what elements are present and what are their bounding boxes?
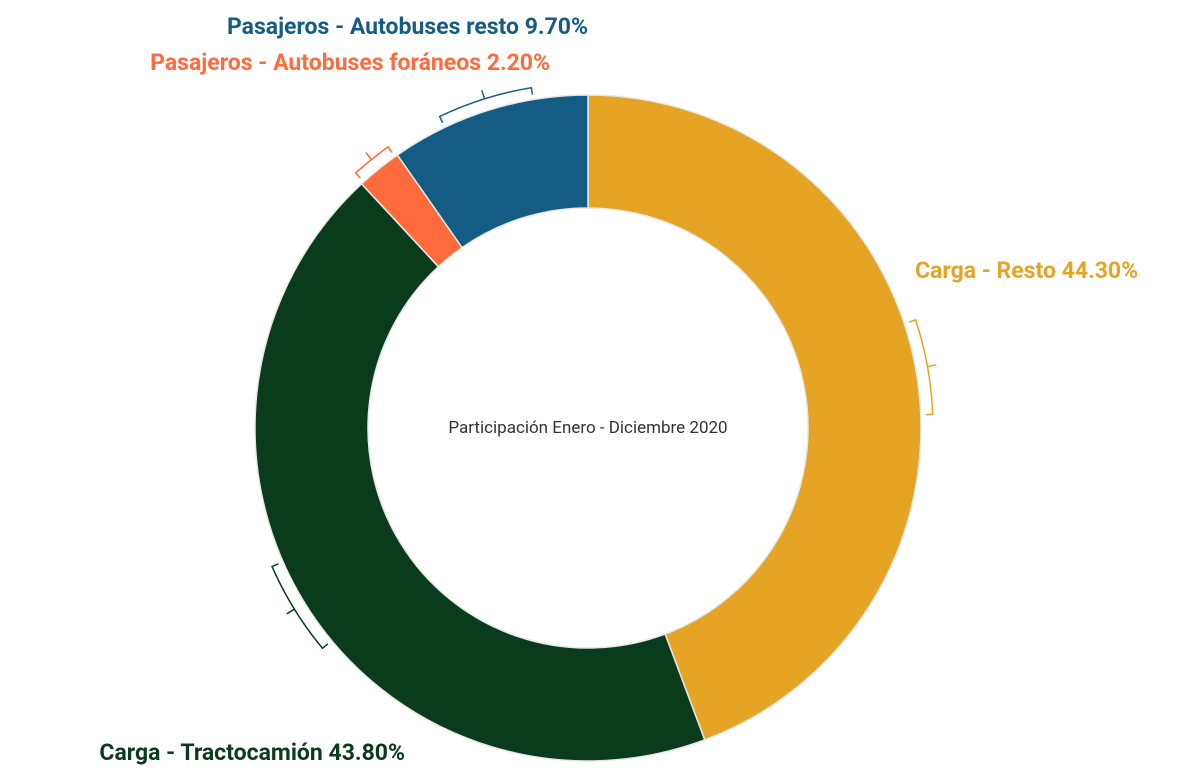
donut-segment: [396, 94, 589, 249]
label-value: 43.80%: [329, 739, 405, 766]
label-name: Pasajeros - Autobuses foráneos: [150, 49, 481, 76]
segment-label: Pasajeros - Autobuses resto 9.70%: [227, 13, 588, 40]
label-bracket: [908, 318, 937, 416]
label-value: 2.20%: [487, 49, 550, 76]
label-name: Pasajeros - Autobuses resto: [227, 13, 519, 40]
label-bracket: [271, 563, 329, 650]
label-bracket: [438, 86, 534, 124]
label-name: Carga - Tractocamión: [99, 739, 322, 766]
label-name: Carga - Resto: [915, 257, 1056, 284]
label-value: 44.30%: [1062, 257, 1138, 284]
segment-label: Carga - Tractocamión 43.80%: [99, 739, 405, 766]
donut-segment: [254, 182, 706, 762]
segment-label: Carga - Resto 44.30%: [915, 257, 1138, 284]
label-value: 9.70%: [525, 13, 588, 40]
donut-segment: [587, 94, 922, 741]
center-title: Participación Enero - Diciembre 2020: [448, 418, 727, 438]
segment-label: Pasajeros - Autobuses foráneos 2.20%: [150, 49, 550, 76]
label-bracket: [354, 145, 393, 179]
